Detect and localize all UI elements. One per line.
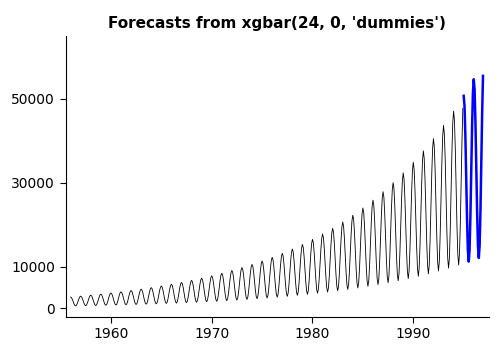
Title: Forecasts from xgbar(24, 0, 'dummies'): Forecasts from xgbar(24, 0, 'dummies') <box>108 16 446 31</box>
